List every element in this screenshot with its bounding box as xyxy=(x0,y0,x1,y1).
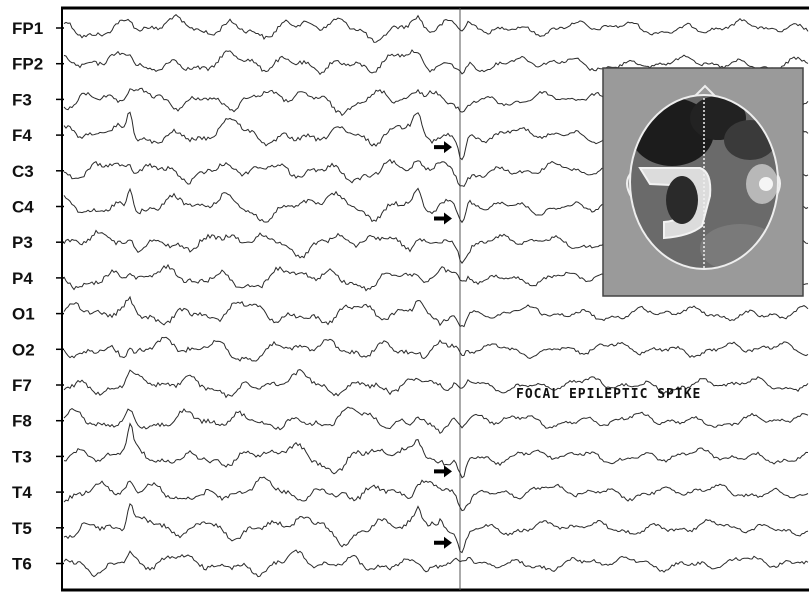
right-arrow-icon xyxy=(434,141,452,154)
right-arrow-icon xyxy=(434,212,452,225)
nose-icon xyxy=(694,84,716,97)
focal-spike-annotation: FOCAL EPILEPTIC SPIKE xyxy=(516,387,701,402)
head-map xyxy=(630,95,778,269)
right-arrow-icon xyxy=(434,465,452,478)
channel-label-t4: T4 xyxy=(12,483,32,502)
channel-label-p3: P3 xyxy=(12,233,33,252)
channel-label-fp2: FP2 xyxy=(12,55,43,74)
channel-label-t3: T3 xyxy=(12,447,32,466)
eeg-trace-t5 xyxy=(63,503,809,554)
channel-label-t5: T5 xyxy=(12,519,32,538)
eeg-trace-f7 xyxy=(63,369,809,399)
channel-label-fp1: FP1 xyxy=(12,19,43,38)
channel-label-o1: O1 xyxy=(12,305,35,324)
eeg-trace-o2 xyxy=(63,336,809,362)
eeg-trace-t6 xyxy=(63,549,809,578)
channel-labels: FP1 FP2 F3 F4 C3 C4 P3 P4 O1 O2 F7 F8 T3 T4 T5 T6 xyxy=(12,19,43,574)
eeg-trace-t4 xyxy=(63,476,809,512)
eeg-trace-f8 xyxy=(63,406,809,435)
channel-label-f3: F3 xyxy=(12,90,32,109)
eeg-trace-fp1 xyxy=(63,14,809,43)
right-arrow-icon xyxy=(434,536,452,549)
channel-label-f7: F7 xyxy=(12,376,32,395)
eeg-trace-t3 xyxy=(63,422,809,479)
eeg-trace-o1 xyxy=(63,295,809,328)
head-outline xyxy=(629,94,779,270)
spike-markers xyxy=(434,141,452,549)
channel-label-o2: O2 xyxy=(12,340,35,359)
channel-label-c3: C3 xyxy=(12,162,34,181)
topography-inset xyxy=(602,67,804,297)
channel-label-t6: T6 xyxy=(12,555,32,574)
eeg-trace-fp2 xyxy=(63,49,809,76)
channel-label-p4: P4 xyxy=(12,269,33,288)
channel-ticks xyxy=(56,27,64,565)
channel-label-c4: C4 xyxy=(12,198,34,217)
channel-label-f8: F8 xyxy=(12,412,32,431)
channel-label-f4: F4 xyxy=(12,126,32,145)
